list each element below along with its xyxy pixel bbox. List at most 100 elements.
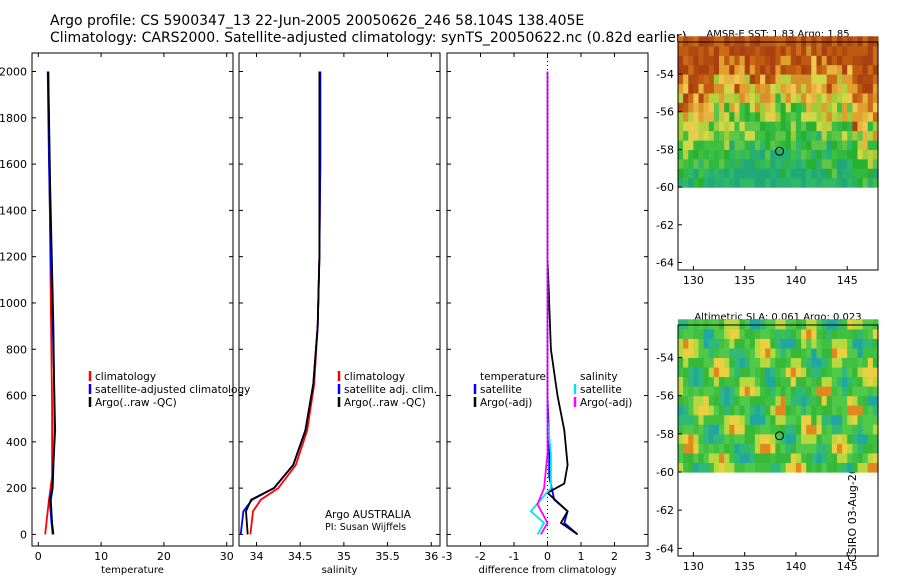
sst_map-cell [708,177,715,188]
sst_map-cell [821,92,828,103]
sst_map-cell [754,74,761,84]
sla_map-cell [744,347,751,358]
sst_map-cell [837,168,843,179]
sst_map-cell [826,140,833,150]
sla_map-cell [678,376,684,387]
sst_map-cell [734,83,741,94]
sla_map-cell [729,405,735,416]
sst_map-cell [749,149,756,160]
sst_map-cell [765,158,771,169]
sst_map-cell [744,149,751,160]
sst_map-cell [842,130,848,141]
sst_map-cell [678,83,684,94]
sst_map-cell [831,140,838,150]
sst_map-cell [698,140,705,150]
sst_map-cell [693,149,700,160]
sst_map-cell [760,121,766,132]
sst_map-cell [780,55,787,66]
sst_map-cell [724,158,730,169]
sst_map-cell [734,45,741,56]
sla_map-cell [713,443,720,454]
sst_map-cell [754,102,761,113]
temperature-xlabel: temperature [101,565,164,576]
sla_map-cell [801,424,807,435]
sla_map-cell [765,386,771,397]
sst_map-cell [683,83,689,94]
difference-xtick-label: -1 [509,550,520,563]
sla_map-cell [688,452,694,463]
sla_map-cell [754,319,761,330]
sla_map-cell [765,433,771,444]
sla_map-cell [719,462,725,473]
sla_map-cell [826,319,833,330]
sst_map-cell [734,92,741,103]
sla_map-cell [872,414,879,425]
sla_map-cell [688,395,694,406]
sla_map-cell [724,443,730,454]
sst_map-cell [852,55,859,66]
sla_map-cell [857,357,864,368]
sst_map-cell [678,92,684,103]
sla_map-cell [826,357,833,368]
sst_map-cell [729,83,735,94]
sla_map-cell [770,338,776,349]
sst_map-cell [785,64,792,75]
salinity-xtick-label: 35 [337,550,351,563]
sla_map-cell [765,338,771,349]
sst_map-cell [698,55,705,66]
sla_map-cell [703,338,710,349]
sla_map-cell [729,452,735,463]
salinity-series-0 [249,71,322,535]
sla_map-cell [724,319,730,330]
sla_map-cell [729,386,735,397]
sla_map-cell [795,347,802,358]
sla_map-cell [821,386,828,397]
sla_map-cell [678,386,684,397]
temperature-ytick-label: 1800 [0,112,27,125]
sla_map-xtick-label: 130 [683,560,704,573]
sst_map-cell [703,64,710,75]
sst_map-xtick-label: 130 [683,274,704,287]
sla_map-cell [816,367,823,378]
sla_map-cell [770,328,776,339]
temperature-ytick-label: 2000 [0,66,27,79]
sst_map-cell [770,92,776,103]
sst_map-cell [775,55,782,66]
sla_map-cell [678,443,684,454]
sst_map-cell [734,55,741,66]
sla_map-cell [729,347,735,358]
sst_map-cell [698,177,705,188]
sla_map-cell [785,386,792,397]
sst_map-cell [683,92,689,103]
sst_map-cell [816,140,823,150]
sla_map-xtick-label: 135 [734,560,755,573]
sst_map-cell [713,177,720,188]
sst_map-cell [703,121,710,132]
sla_map-cell [754,376,761,387]
sla_map-cell [703,424,710,435]
sla_map-cell [790,357,797,368]
sst_map-cell [698,121,705,132]
sst_map-cell [801,92,807,103]
sst_map-cell [806,149,812,160]
sst_map-cell [703,177,710,188]
sla_map-cell [806,328,812,339]
sla_map-cell [821,376,828,387]
sst_map-cell [785,158,792,169]
sla_map-cell [760,347,766,358]
sla_map-cell [837,386,843,397]
sla_map-cell [719,347,725,358]
sst_map-cell [713,83,720,94]
sst_map-cell [775,130,782,141]
salinity-legend-label: Argo(..raw -QC) [344,397,426,409]
sla_map-cell [739,443,746,454]
sla_map-cell [795,386,802,397]
salinity-legend-label: satellite adj. clim. [344,384,437,396]
sst_map-cell [831,45,838,56]
sla_map-cell [821,328,828,339]
sla_map-cell [678,357,684,368]
sst_map-cell [785,111,792,122]
sst_map-cell [708,168,715,179]
sst_map-cell [708,55,715,66]
sla_map-cell [754,405,761,416]
